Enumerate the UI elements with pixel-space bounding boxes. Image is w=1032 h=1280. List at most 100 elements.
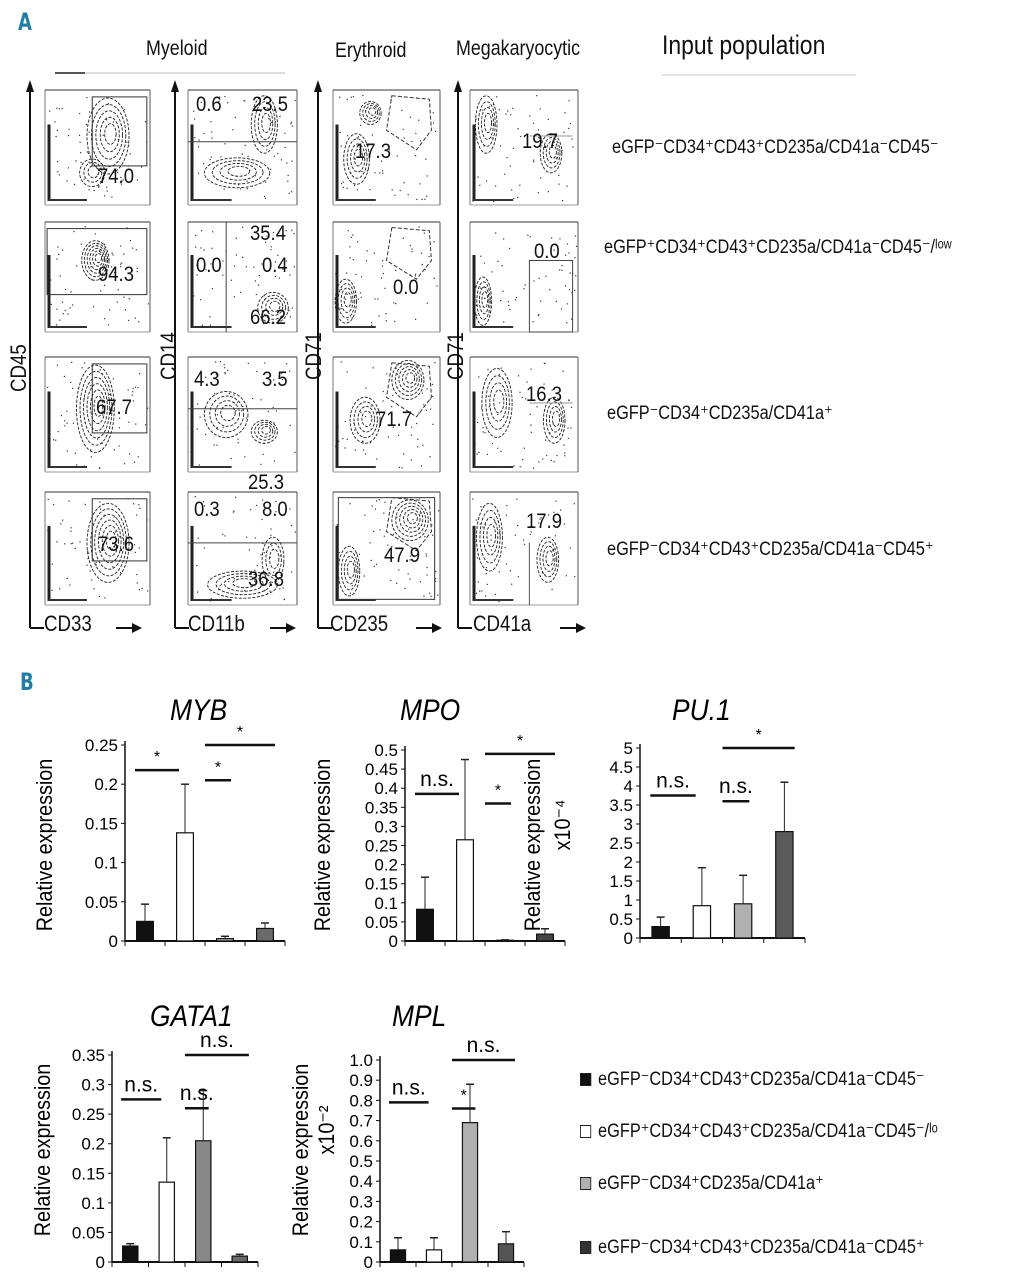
event-dot bbox=[552, 423, 555, 425]
event-dot bbox=[480, 506, 482, 508]
y-tick-label: 0 bbox=[624, 929, 633, 948]
event-dot bbox=[565, 575, 567, 577]
event-dot bbox=[62, 249, 64, 251]
event-dot bbox=[64, 309, 66, 312]
event-dot bbox=[482, 427, 484, 429]
contour-line bbox=[473, 276, 493, 326]
event-dot bbox=[99, 501, 101, 503]
event-dot bbox=[345, 298, 347, 300]
event-dot bbox=[485, 567, 488, 569]
event-dot bbox=[538, 136, 540, 139]
event-dot bbox=[147, 590, 149, 592]
event-dot bbox=[574, 235, 577, 237]
event-dot bbox=[540, 177, 542, 179]
event-dot bbox=[128, 298, 130, 300]
gate-value-cd11b-cd14-upper-left-row-2: 0.0 bbox=[196, 254, 222, 277]
event-dot bbox=[266, 592, 268, 595]
event-dot bbox=[538, 277, 540, 280]
event-dot bbox=[264, 589, 266, 592]
contour-line bbox=[83, 377, 111, 439]
contour-line bbox=[362, 103, 380, 122]
arrow-right-icon bbox=[132, 623, 142, 633]
event-dot bbox=[72, 304, 74, 306]
event-dot bbox=[494, 593, 497, 596]
event-dot bbox=[373, 565, 375, 568]
significance-label: * bbox=[237, 724, 243, 741]
event-dot bbox=[135, 514, 138, 516]
event-dot bbox=[573, 503, 575, 505]
event-dot bbox=[73, 230, 75, 233]
flow-plot-row1-col1 bbox=[44, 89, 151, 206]
event-dot bbox=[64, 543, 66, 545]
event-dot bbox=[418, 119, 420, 121]
event-dot bbox=[263, 195, 266, 197]
event-dot bbox=[550, 459, 552, 462]
event-dot bbox=[265, 181, 267, 183]
bar bbox=[461, 1122, 479, 1263]
y-axis-label-cd71-erythroid: CD71 bbox=[301, 332, 326, 380]
event-dot bbox=[127, 319, 130, 322]
contour-line bbox=[98, 519, 122, 564]
event-dot bbox=[516, 498, 518, 500]
event-dot bbox=[399, 189, 401, 192]
event-dot bbox=[568, 289, 571, 291]
event-dot bbox=[241, 256, 244, 259]
gate-rectangle bbox=[337, 497, 436, 600]
event-dot bbox=[565, 254, 567, 256]
event-dot bbox=[509, 570, 512, 572]
event-dot bbox=[483, 145, 485, 147]
event-dot bbox=[564, 455, 566, 457]
contour-line bbox=[86, 383, 108, 432]
event-dot bbox=[264, 241, 267, 243]
event-dot bbox=[214, 393, 216, 395]
contour-line bbox=[545, 140, 559, 164]
event-dot bbox=[544, 439, 547, 441]
event-dot bbox=[540, 517, 542, 519]
event-dot bbox=[517, 576, 519, 578]
gate-value-cd11b-cd14-upper-right-row-2: 0.4 bbox=[262, 254, 288, 277]
event-dot bbox=[551, 389, 553, 391]
event-dot bbox=[244, 456, 246, 458]
event-dot bbox=[66, 450, 68, 452]
event-dot bbox=[366, 170, 368, 172]
arrow-right-icon bbox=[286, 623, 296, 633]
event-dot bbox=[112, 566, 114, 568]
event-dot bbox=[510, 114, 512, 116]
contour-line bbox=[407, 512, 418, 525]
event-dot bbox=[200, 101, 202, 104]
contour-line bbox=[250, 95, 278, 154]
event-dot bbox=[391, 406, 393, 408]
event-dot bbox=[267, 410, 269, 412]
event-dot bbox=[198, 464, 200, 466]
contour-line bbox=[343, 291, 352, 308]
significance-label: n.s. bbox=[180, 1082, 214, 1105]
contour-line bbox=[79, 370, 113, 446]
event-dot bbox=[336, 524, 338, 526]
y-tick-label: 0.2 bbox=[349, 1213, 373, 1232]
contour-line bbox=[261, 425, 271, 435]
event-dot bbox=[124, 309, 127, 311]
event-dot bbox=[479, 523, 481, 525]
event-dot bbox=[278, 232, 280, 234]
event-dot bbox=[88, 131, 90, 133]
event-dot bbox=[354, 449, 357, 451]
flow-plot-row3-col3 bbox=[332, 356, 441, 473]
event-dot bbox=[49, 110, 51, 112]
event-dot bbox=[574, 575, 576, 578]
event-dot bbox=[136, 573, 138, 576]
contour-line bbox=[478, 286, 490, 315]
event-dot bbox=[394, 194, 396, 196]
event-dot bbox=[268, 422, 271, 424]
contour-line bbox=[542, 137, 561, 169]
gate-value-cd11b-cd14-upper-left-row-4: 0.3 bbox=[194, 498, 220, 521]
event-dot bbox=[271, 545, 273, 547]
event-dot bbox=[346, 135, 349, 137]
event-dot bbox=[346, 371, 348, 373]
contour-line bbox=[257, 423, 274, 438]
event-dot bbox=[133, 461, 136, 463]
event-dot bbox=[59, 588, 61, 590]
gate-polygon bbox=[385, 362, 432, 418]
event-dot bbox=[369, 188, 371, 191]
gate-value-cd41a-cd71-row-2: 0.0 bbox=[534, 240, 560, 263]
event-dot bbox=[205, 433, 207, 436]
